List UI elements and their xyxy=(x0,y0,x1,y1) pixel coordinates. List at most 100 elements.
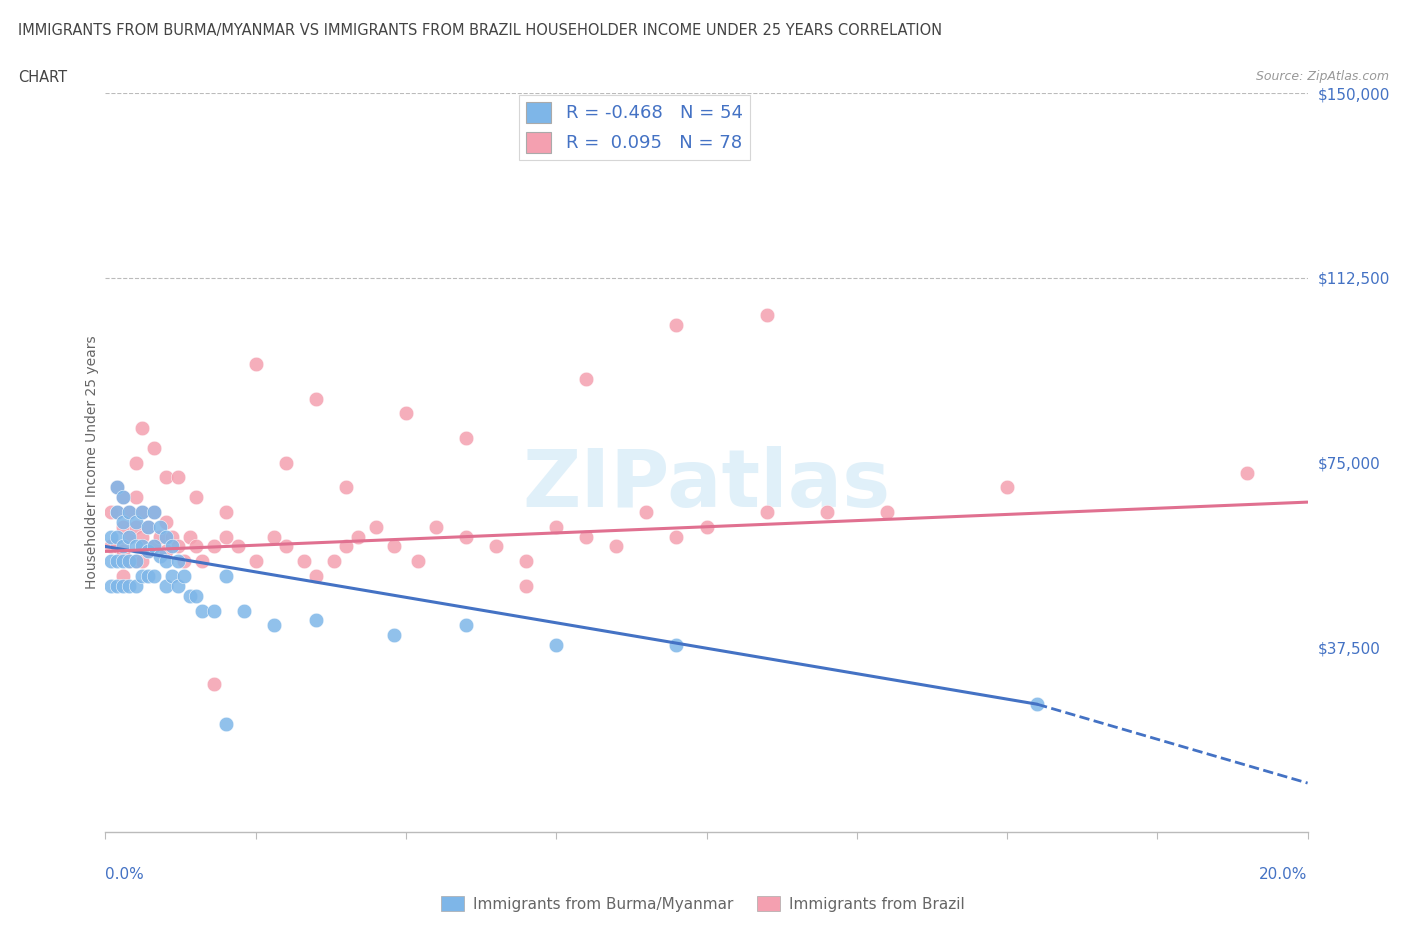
Point xyxy=(305,568,328,583)
Point xyxy=(107,529,129,544)
Legend: R = -0.468   N = 54, R =  0.095   N = 78: R = -0.468 N = 54, R = 0.095 N = 78 xyxy=(519,95,749,160)
Point xyxy=(131,504,153,519)
Point xyxy=(665,529,688,544)
Text: IMMIGRANTS FROM BURMA/MYANMAR VS IMMIGRANTS FROM BRAZIL HOUSEHOLDER INCOME UNDER: IMMIGRANTS FROM BURMA/MYANMAR VS IMMIGRA… xyxy=(18,23,942,38)
Point xyxy=(575,529,598,544)
Point xyxy=(173,553,195,568)
Point xyxy=(665,638,688,653)
Point xyxy=(1236,465,1258,480)
Point xyxy=(322,553,344,568)
Point xyxy=(485,539,508,554)
Point xyxy=(100,529,122,544)
Point xyxy=(112,519,135,534)
Point xyxy=(107,539,129,554)
Text: ZIPatlas: ZIPatlas xyxy=(523,445,890,524)
Point xyxy=(148,519,170,534)
Point xyxy=(202,604,225,618)
Point xyxy=(155,553,177,568)
Point xyxy=(100,539,122,554)
Point xyxy=(160,539,183,554)
Point xyxy=(112,490,135,505)
Point xyxy=(214,529,236,544)
Point xyxy=(118,553,141,568)
Point xyxy=(142,539,165,554)
Point xyxy=(1026,697,1049,711)
Point xyxy=(124,553,146,568)
Point xyxy=(214,504,236,519)
Point xyxy=(112,568,135,583)
Point xyxy=(124,490,146,505)
Point xyxy=(184,539,207,554)
Point xyxy=(107,504,129,519)
Point xyxy=(190,553,212,568)
Text: CHART: CHART xyxy=(18,70,67,85)
Point xyxy=(305,613,328,628)
Point xyxy=(382,628,405,643)
Point xyxy=(155,470,177,485)
Point xyxy=(155,514,177,529)
Point xyxy=(245,553,267,568)
Point xyxy=(142,568,165,583)
Point xyxy=(179,589,201,604)
Point xyxy=(179,529,201,544)
Point xyxy=(190,604,212,618)
Point xyxy=(166,553,188,568)
Point xyxy=(118,504,141,519)
Point xyxy=(148,549,170,564)
Point xyxy=(382,539,405,554)
Point xyxy=(166,539,188,554)
Point xyxy=(131,539,153,554)
Point xyxy=(136,544,159,559)
Point xyxy=(575,371,598,386)
Point xyxy=(515,553,537,568)
Point xyxy=(292,553,315,568)
Point xyxy=(107,504,129,519)
Point xyxy=(202,677,225,692)
Point xyxy=(184,589,207,604)
Point xyxy=(395,405,418,420)
Point xyxy=(142,504,165,519)
Point xyxy=(131,553,153,568)
Point xyxy=(155,544,177,559)
Text: 0.0%: 0.0% xyxy=(105,867,145,882)
Point xyxy=(118,529,141,544)
Point xyxy=(107,480,129,495)
Point xyxy=(112,490,135,505)
Point xyxy=(546,638,568,653)
Point xyxy=(454,431,477,445)
Point xyxy=(696,519,718,534)
Point xyxy=(425,519,447,534)
Point xyxy=(112,544,135,559)
Point xyxy=(100,578,122,593)
Point xyxy=(605,539,627,554)
Point xyxy=(173,568,195,583)
Point xyxy=(131,504,153,519)
Point xyxy=(815,504,838,519)
Point xyxy=(184,490,207,505)
Point xyxy=(155,578,177,593)
Point xyxy=(107,553,129,568)
Point xyxy=(263,618,285,632)
Point xyxy=(995,480,1018,495)
Point xyxy=(136,519,159,534)
Point xyxy=(124,514,146,529)
Text: Source: ZipAtlas.com: Source: ZipAtlas.com xyxy=(1256,70,1389,83)
Point xyxy=(636,504,658,519)
Point xyxy=(131,420,153,435)
Point xyxy=(131,529,153,544)
Point xyxy=(100,553,122,568)
Point xyxy=(124,539,146,554)
Point xyxy=(124,578,146,593)
Point xyxy=(107,480,129,495)
Point xyxy=(107,578,129,593)
Point xyxy=(232,604,254,618)
Point xyxy=(454,618,477,632)
Point xyxy=(112,514,135,529)
Legend: Immigrants from Burma/Myanmar, Immigrants from Brazil: Immigrants from Burma/Myanmar, Immigrant… xyxy=(436,889,970,918)
Y-axis label: Householder Income Under 25 years: Householder Income Under 25 years xyxy=(84,336,98,590)
Point xyxy=(305,392,328,406)
Point xyxy=(136,519,159,534)
Point xyxy=(876,504,898,519)
Point xyxy=(515,578,537,593)
Point xyxy=(118,529,141,544)
